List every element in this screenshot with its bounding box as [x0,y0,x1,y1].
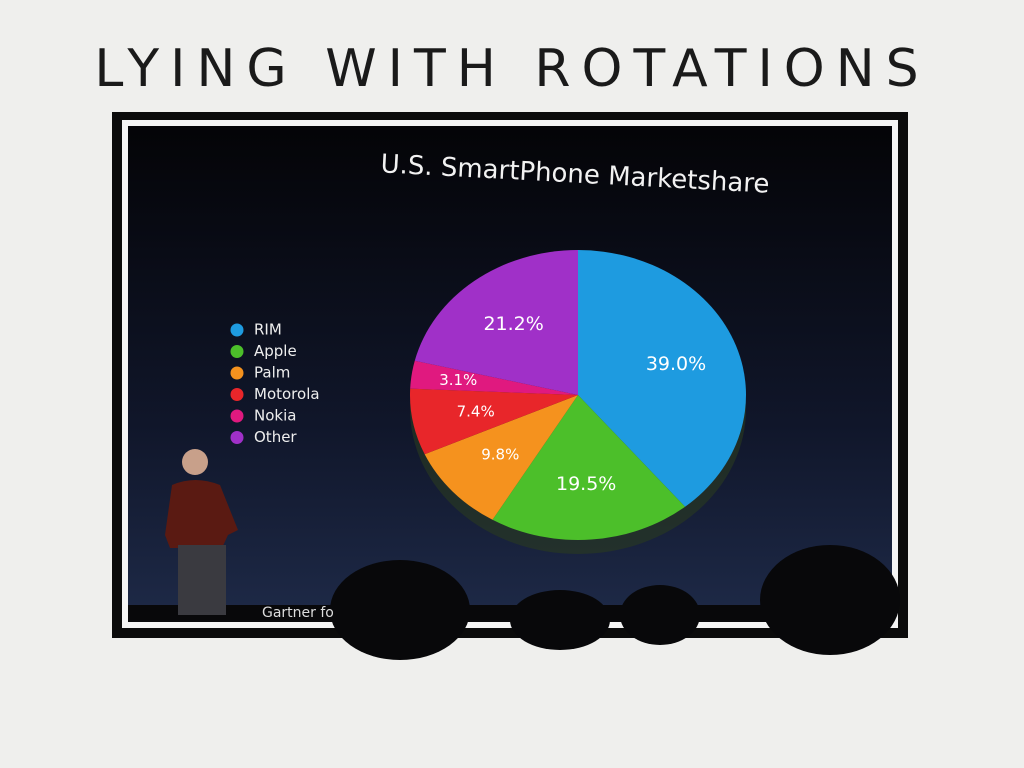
slide-title: LYING WITH ROTATIONS [94,39,929,99]
presenter [165,449,238,615]
legend-marker [230,388,244,401]
audience [128,545,900,660]
pie-slice [410,360,578,395]
legend-marker [230,431,244,444]
legend-marker [230,409,244,423]
legend-label: Other [254,428,297,446]
slice-label: 21.2% [483,313,543,335]
legend-marker [230,323,244,337]
legend-marker [230,345,244,358]
legend-label: Palm [254,364,290,382]
legend-label: Motorola [254,385,320,403]
slice-label: 19.5% [556,473,616,495]
slice-label: 7.4% [457,402,495,420]
slice-label: 3.1% [439,371,477,389]
source-text: Gartner fo [262,605,334,621]
pie-slice [410,388,578,455]
legend-label: Nokia [254,407,296,425]
pie-slice [492,395,686,541]
legend-label: RIM [254,321,282,339]
pie-slice [414,250,578,395]
legend-marker [230,366,244,380]
pie-slice [424,395,578,520]
legend-label: Apple [254,342,297,360]
pie-slice [578,250,746,507]
slice-label: 39.0% [646,353,706,375]
slice-label: 9.8% [481,445,519,463]
